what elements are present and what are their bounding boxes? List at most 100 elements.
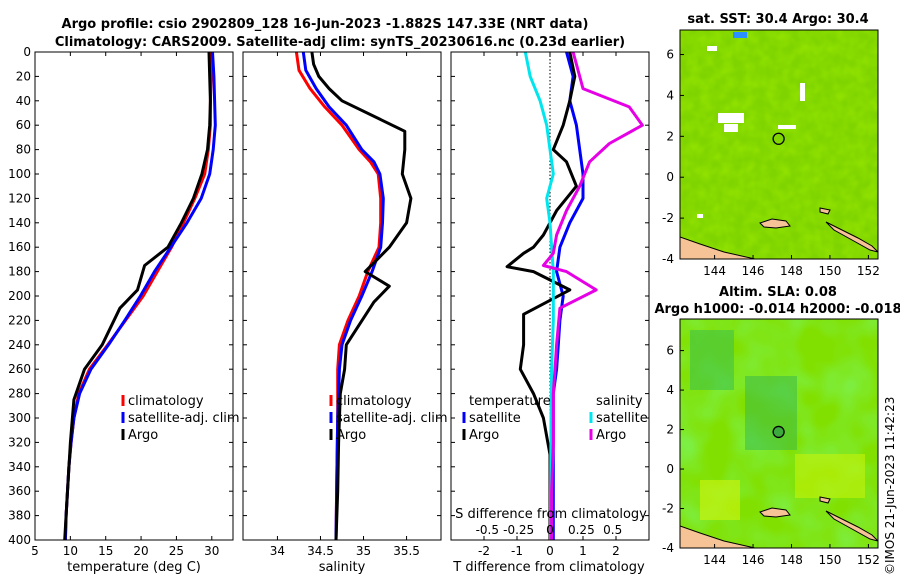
y-tick-label: 60 (16, 118, 31, 132)
series-line-satellite-adj-clim (63, 51, 217, 541)
legend-label: Argo (336, 428, 366, 443)
sla-high-patch (745, 376, 797, 450)
s-difference-label: S difference from climatology (455, 507, 647, 522)
y-tick-label: 160 (8, 240, 31, 254)
y-tick-label: 0 (23, 45, 31, 59)
temperature-panel: 5 10 15 20 25 3002040608010012014016018020022… (8, 45, 240, 575)
y-tick-label: 400 (8, 533, 31, 547)
y-tick-label: 220 (8, 313, 31, 327)
y-tick-label: 180 (8, 265, 31, 279)
y-tick-label: 260 (8, 362, 31, 376)
sst-argo-location-marker (772, 132, 785, 145)
sla-map-frame (679, 318, 879, 549)
x-tick-label: 34.5 (307, 544, 334, 558)
sst-map-panel: sat. SST: 30.4 Argo: 30.4 144 146 148 150 15… (662, 12, 880, 278)
map-x-tick-label: 144 (703, 553, 726, 567)
x-tick-label: 35.5 (393, 544, 420, 558)
map-x-tick-label: 146 (742, 553, 765, 567)
sla-land-islet (819, 496, 831, 504)
sst-land-png (680, 236, 756, 259)
difference-plot: -2 -1 0 1 2 temperature salinity satellite Argo s… (451, 51, 649, 558)
y-tick-label: 80 (16, 143, 31, 157)
salinity-panel: 34 34.5 35 35.5 climatology satellite-adj. cl… (242, 51, 448, 575)
y-tick-label: 380 (8, 509, 31, 523)
x-tick-label: 1 (579, 544, 587, 558)
legend-title-temperature: temperature (469, 394, 551, 409)
imos-credit: ©IMOS 21-Jun-2023 11:42:23 (883, 397, 897, 575)
x-tick-label: 10 (63, 544, 78, 558)
sla-map-title: Altim. SLA: 0.08 (719, 285, 837, 300)
y-tick-label: 360 (8, 484, 31, 498)
x-tick-label: 34 (270, 544, 285, 558)
map-y-tick-label: -4 (662, 252, 674, 266)
map-y-tick-label: 0 (666, 462, 674, 476)
s-axis-tick-label: 0.25 (568, 523, 595, 537)
series-line-salinity-satellite (523, 51, 555, 540)
x-tick-label: 2 (612, 544, 620, 558)
y-tick-label: 120 (8, 191, 31, 205)
legend-label: Argo (469, 428, 499, 443)
sst-land-newbritain (759, 218, 791, 229)
temperature-xlabel: temperature (deg C) (67, 560, 201, 575)
map-y-tick-label: -2 (662, 502, 674, 516)
legend-label: satellite-adj. clim (336, 411, 448, 426)
map-y-tick-label: -2 (662, 211, 674, 225)
x-tick-label: -2 (478, 544, 490, 558)
legend-label: climatology (128, 394, 204, 409)
map-x-tick-label: 152 (857, 264, 880, 278)
y-tick-label: 240 (8, 338, 31, 352)
y-tick-label: 300 (8, 411, 31, 425)
x-tick-label: 15 (98, 544, 113, 558)
s-axis-tick-label: -0.25 (503, 523, 534, 537)
sst-gap (707, 46, 717, 51)
sst-land-islet (819, 207, 831, 215)
legend-label: satellite (596, 411, 648, 426)
y-tick-label: 20 (16, 69, 31, 83)
map-y-tick-label: 0 (666, 170, 674, 184)
sst-cool-patch (733, 32, 747, 38)
sla-low-patch (700, 480, 740, 520)
x-tick-label: 25 (169, 544, 184, 558)
map-x-tick-label: 148 (780, 264, 803, 278)
salinity-plot: 34 34.5 35 35.5 climatology satellite-adj. cl… (243, 51, 448, 558)
map-x-tick-label: 152 (857, 553, 880, 567)
sla-map-field (680, 319, 878, 548)
temperature-plot: 5 10 15 20 25 3002040608010012014016018020022… (8, 45, 240, 558)
figure-title-line1: Argo profile: csio 2902809_128 16-Jun-20… (62, 17, 589, 32)
map-x-tick-label: 150 (818, 553, 841, 567)
map-y-tick-label: 4 (666, 88, 674, 102)
sla-map-panel: Altim. SLA: 0.08 Argo h1000: -0.014 h200… (654, 285, 900, 567)
map-x-tick-label: 148 (780, 553, 803, 567)
difference-axes-box (450, 51, 650, 541)
sst-gap (718, 113, 744, 123)
s-axis-tick-label: 0 (546, 523, 554, 537)
y-tick-label: 100 (8, 167, 31, 181)
sla-map-subtitle: Argo h1000: -0.014 h2000: -0.018 (654, 302, 900, 317)
y-tick-label: 280 (8, 387, 31, 401)
legend-label: climatology (336, 394, 412, 409)
sst-gap (778, 125, 796, 129)
s-axis-tick-label: -0.5 (476, 523, 499, 537)
sst-gap (724, 124, 738, 132)
series-line-temperature-argo (505, 51, 578, 540)
x-tick-label: 30 (204, 544, 219, 558)
sla-land-png (680, 525, 756, 548)
legend-title-salinity: salinity (596, 394, 643, 409)
salinity-axes-box (242, 51, 442, 541)
map-y-tick-label: 4 (666, 383, 674, 397)
temperature-axes-box (34, 51, 234, 541)
sla-high-patch (690, 330, 734, 390)
x-tick-label: -1 (511, 544, 523, 558)
x-tick-label: 0 (546, 544, 554, 558)
y-tick-label: 140 (8, 216, 31, 230)
y-tick-label: 40 (16, 94, 31, 108)
y-tick-label: 320 (8, 435, 31, 449)
s-axis-tick-label: 0.5 (603, 523, 622, 537)
x-tick-label: 20 (133, 544, 148, 558)
series-line-salinity-argo (541, 51, 644, 540)
difference-panel: -2 -1 0 1 2 temperature salinity satellite Argo s… (450, 51, 650, 575)
map-x-tick-label: 144 (703, 264, 726, 278)
map-x-tick-label: 146 (742, 264, 765, 278)
sst-map-title: sat. SST: 30.4 Argo: 30.4 (687, 12, 868, 27)
y-tick-label: 340 (8, 460, 31, 474)
